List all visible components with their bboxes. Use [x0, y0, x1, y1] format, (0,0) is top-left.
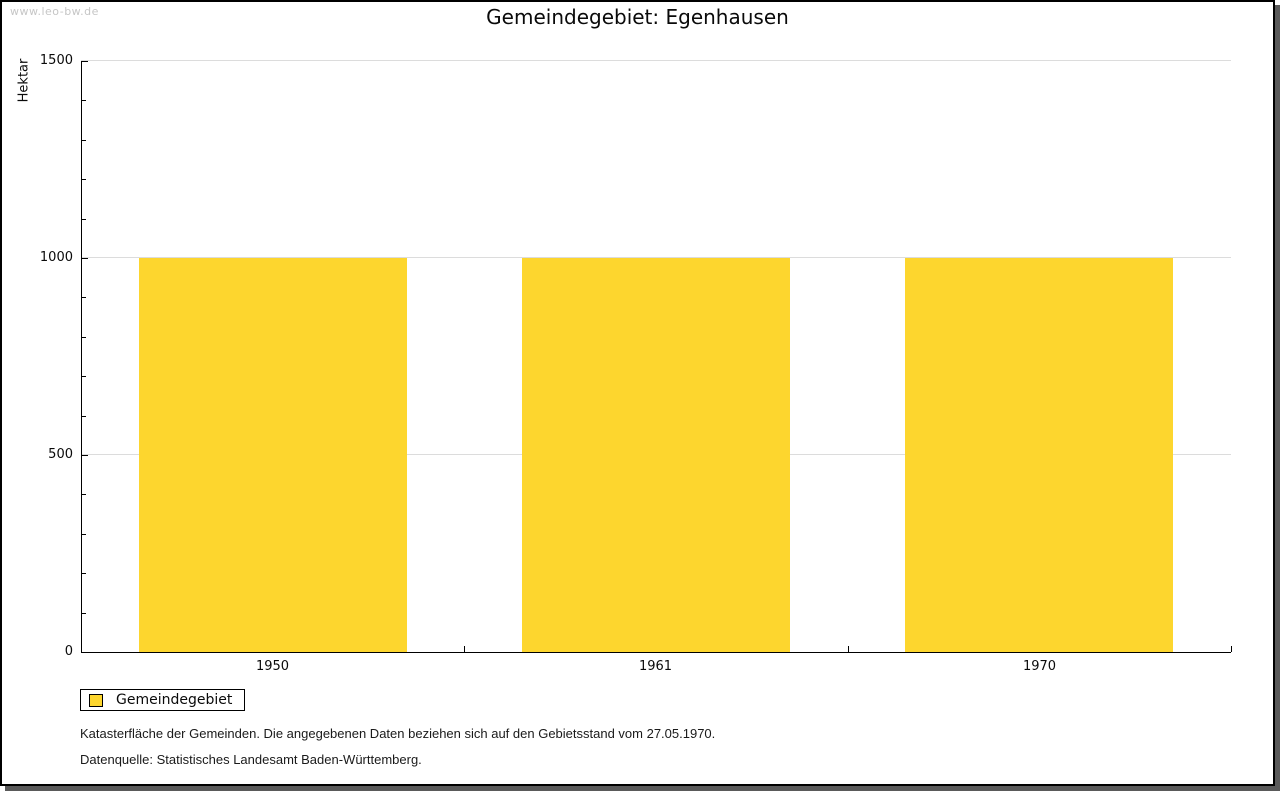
y-minor-tick — [82, 415, 86, 417]
legend-swatch — [89, 693, 103, 707]
footnote-line1: Katasterfläche der Gemeinden. Die angege… — [80, 726, 716, 741]
y-tick-label: 1500 — [39, 53, 73, 68]
gridline — [81, 257, 1231, 258]
y-minor-tick — [82, 179, 86, 181]
legend-label: Gemeindegebiet — [116, 692, 233, 708]
y-tick-label: 1000 — [39, 250, 73, 265]
gridline — [81, 60, 1231, 61]
bar — [905, 258, 1173, 652]
y-minor-tick — [82, 139, 86, 141]
y-minor-tick — [82, 336, 86, 338]
y-major-tick — [82, 455, 88, 456]
x-boundary-tick — [81, 646, 82, 652]
y-minor-tick — [82, 533, 86, 535]
x-boundary-tick — [848, 646, 849, 652]
x-axis — [81, 652, 1231, 653]
y-minor-tick — [82, 573, 86, 575]
y-minor-tick — [82, 376, 86, 378]
y-minor-tick — [82, 612, 86, 614]
legend: Gemeindegebiet — [80, 689, 246, 711]
y-minor-tick — [82, 100, 86, 102]
bar — [139, 258, 407, 652]
x-boundary-tick — [1231, 646, 1232, 652]
footnote-line2: Datenquelle: Statistisches Landesamt Bad… — [80, 752, 422, 767]
bar — [522, 258, 790, 652]
watermark: www.leo-bw.de — [10, 5, 99, 18]
x-boundary-tick — [464, 646, 465, 652]
y-axis — [81, 61, 82, 653]
x-tick-label: 1950 — [255, 659, 290, 674]
y-tick-label: 500 — [48, 447, 73, 462]
y-major-tick — [82, 61, 88, 62]
y-minor-tick — [82, 494, 86, 496]
chart-title: Gemeindegebiet: Egenhausen — [486, 5, 789, 29]
y-minor-tick — [82, 297, 86, 299]
y-tick-label: 0 — [64, 644, 73, 659]
x-tick-label: 1961 — [638, 659, 673, 674]
y-major-tick — [82, 258, 88, 259]
y-minor-tick — [82, 218, 86, 220]
x-tick-label: 1970 — [1022, 659, 1057, 674]
